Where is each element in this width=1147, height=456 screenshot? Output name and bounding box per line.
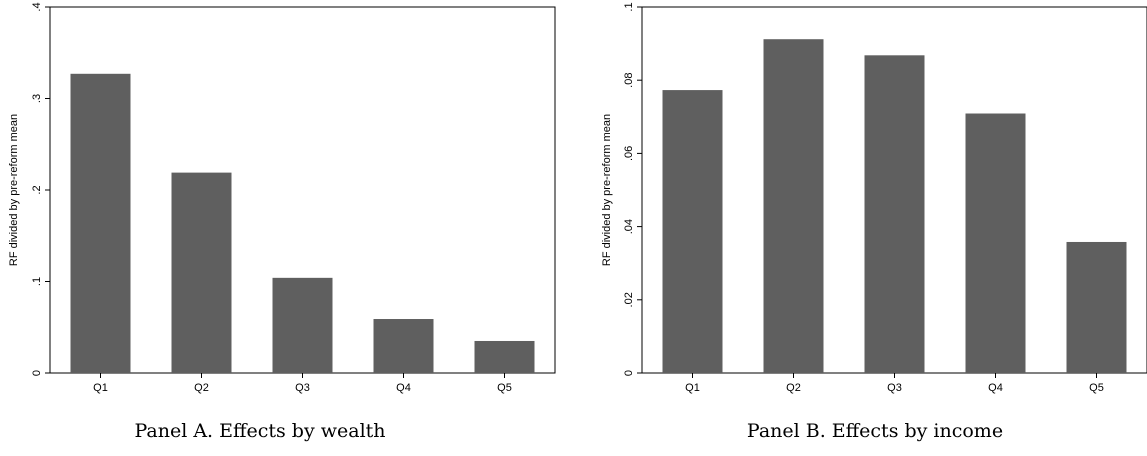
panel-a-chart: Q1 Q2 Q3 Q4 Q5 0 .1 .2 .3 .4 RF divided by pre-ref…	[8, 2, 556, 394]
x-tick-label: Q4	[988, 382, 1003, 394]
panel-b-chart: Q1 Q2 Q3 Q4 Q5 0 .02 .04 .06 .08 .1 RF divided by p…	[601, 2, 1147, 394]
y-tick-label: .02	[623, 292, 635, 307]
y-tick-label: .1	[31, 277, 43, 286]
y-tick-label: .3	[31, 94, 43, 103]
y-tick-label: .08	[623, 73, 635, 88]
x-tick-label: Q1	[685, 382, 700, 394]
bar-q4	[965, 113, 1026, 374]
bar-q1	[70, 73, 131, 374]
x-tick-label: Q2	[786, 382, 801, 394]
x-tick-label: Q4	[396, 382, 411, 394]
bar-q5	[474, 340, 535, 373]
bar-q2	[171, 172, 232, 373]
bar-q2	[763, 39, 824, 373]
y-tick-label: .1	[623, 2, 635, 11]
x-tick-label: Q2	[194, 382, 209, 394]
y-axis-label: RF divided by pre-reform mean	[601, 114, 613, 266]
bar-q3	[864, 55, 925, 373]
y-tick-label: .4	[31, 2, 43, 11]
y-tick-label: .2	[31, 185, 43, 194]
x-tick-label: Q3	[887, 382, 902, 394]
x-tick-label: Q3	[295, 382, 310, 394]
panel-a-caption: Panel A. Effects by wealth	[134, 420, 386, 442]
panel-b-caption: Panel B. Effects by income	[746, 420, 1004, 442]
bar-q1	[662, 90, 723, 373]
bar-q5	[1066, 241, 1127, 373]
bar-q4	[373, 319, 434, 373]
x-tick-label: Q5	[497, 382, 512, 394]
y-tick-label: 0	[31, 370, 43, 376]
y-tick-label: .06	[623, 146, 635, 161]
y-tick-label: 0	[623, 370, 635, 376]
y-axis-label: RF divided by pre-reform mean	[8, 114, 20, 266]
x-tick-label: Q5	[1089, 382, 1104, 394]
y-tick-label: .04	[623, 219, 635, 234]
bar-q3	[272, 277, 333, 373]
x-tick-label: Q1	[93, 382, 108, 394]
